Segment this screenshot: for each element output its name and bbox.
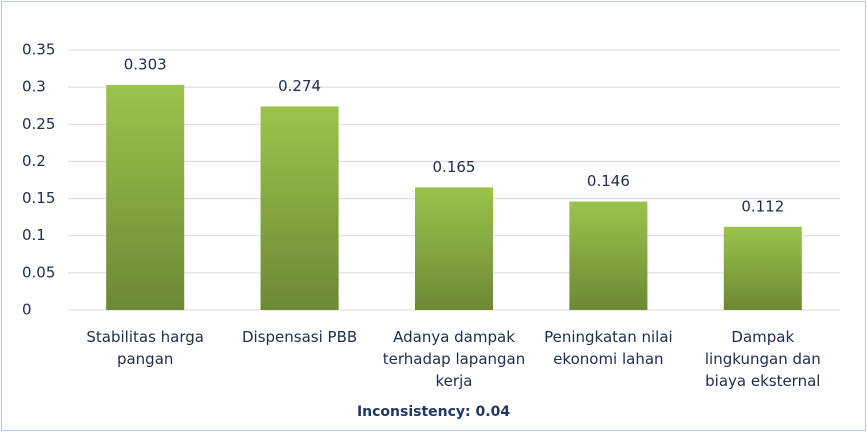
x-tick-label: Dampak lingkungan dan biaya eksternal: [704, 328, 821, 390]
y-tick-label: 0.35: [22, 41, 55, 59]
bar-shade: [415, 187, 493, 310]
y-tick-label: 0.05: [22, 263, 55, 281]
y-tick-label: 0.25: [22, 115, 55, 133]
x-tick-label: Peningkatan nilai ekonomi lahan: [544, 328, 673, 368]
value-label: 0.146: [587, 172, 630, 190]
x-tick-label: Dispensasi PBB: [242, 328, 358, 346]
value-label: 0.165: [433, 158, 476, 176]
bar-shade: [569, 201, 648, 310]
y-tick-label: 0.2: [22, 152, 46, 170]
value-label: 0.112: [741, 197, 784, 215]
y-tick-label: 0.3: [22, 78, 46, 96]
x-tick-label: Stabilitas harga pangan: [86, 328, 204, 368]
bar-shade: [723, 226, 802, 310]
bar-shade: [106, 84, 185, 311]
y-tick-label: 0.1: [22, 226, 46, 244]
value-label: 0.274: [278, 77, 321, 95]
annotation: Inconsistency: 0.04: [356, 404, 511, 420]
value-label: 0.303: [124, 55, 167, 73]
y-tick-label: 0.15: [22, 189, 55, 207]
x-tick-label: Adanya dampak terhadap lapangan kerja: [382, 328, 526, 390]
bar-shade: [260, 106, 339, 310]
y-tick-label: 0: [22, 301, 32, 319]
